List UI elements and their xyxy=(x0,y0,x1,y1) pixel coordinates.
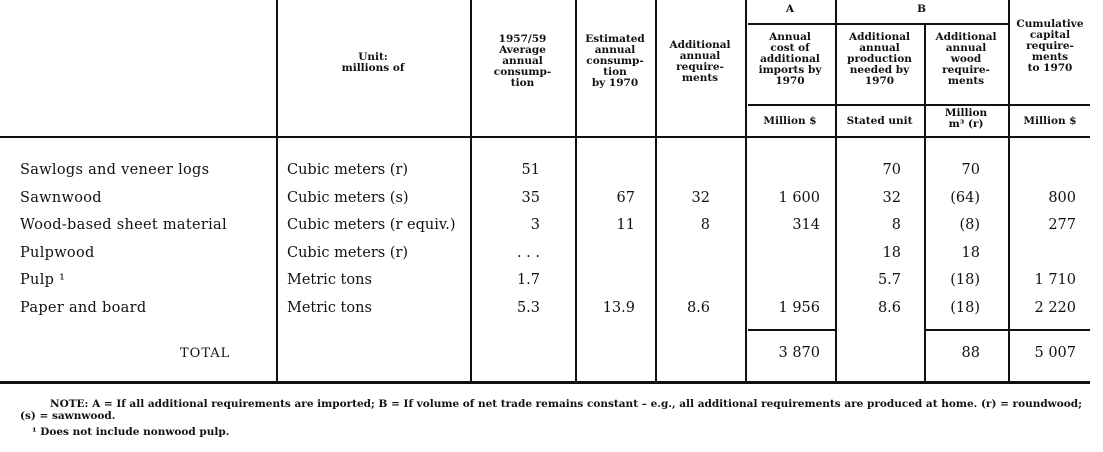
cell-c1: 1.7 xyxy=(516,272,540,288)
row-unit: Cubic meters (r) xyxy=(287,162,409,178)
row-unit: Cubic meters (s) xyxy=(287,189,409,206)
cell-c1: . . . xyxy=(516,244,540,261)
row-label: Sawlogs and veneer logs xyxy=(20,162,210,178)
header-annual-cost: Annual cost of additional imports by 1970 xyxy=(758,31,822,87)
total-label: TOTAL xyxy=(180,346,231,361)
header-group-b: B xyxy=(917,3,926,15)
note: NOTE: A = If all additional requirements… xyxy=(20,398,1082,422)
cell-c1: 35 xyxy=(521,189,540,206)
cell-cum: 1 710 xyxy=(1034,272,1076,288)
cell-cum: 2 220 xyxy=(1034,299,1076,316)
row-label: Pulpwood xyxy=(20,244,95,261)
cell-c2: 67 xyxy=(616,189,635,206)
header-cumulative: Cumulative capital require-ments to 1970 xyxy=(1016,18,1084,74)
row-unit: Cubic meters (r equiv.) xyxy=(287,217,456,233)
header-additional-production: Additional annual production needed by 1970 xyxy=(847,31,912,87)
cell-b2: (18) xyxy=(950,299,980,316)
row-unit: Metric tons xyxy=(287,272,372,288)
cell-b2: (8) xyxy=(959,217,980,233)
cell-b2: 18 xyxy=(961,244,980,261)
header-additional: Additional annual require-ments xyxy=(669,39,731,84)
cell-c1: 51 xyxy=(521,162,540,178)
header-group-a: A xyxy=(785,3,795,15)
cell-b1: 70 xyxy=(882,162,901,178)
unit-b2: Million m³ (r) xyxy=(944,107,988,130)
cell-b2: (18) xyxy=(950,272,980,288)
row-unit: Cubic meters (r) xyxy=(287,244,409,261)
header-1957-59: 1957/59 Average annual consump-tion xyxy=(493,33,552,89)
unit-b1: Stated unit xyxy=(846,115,913,127)
cell-cum: 277 xyxy=(1048,217,1076,233)
row-label: Pulp ¹ xyxy=(20,272,66,288)
header-wood-requirements: Additional annual wood require-ments xyxy=(935,31,997,87)
cell-c3: 8.6 xyxy=(686,299,710,316)
header-estimated: Estimated annual consump-tion by 1970 xyxy=(585,33,645,89)
total-a: 3 870 xyxy=(778,345,820,361)
cell-cum: 800 xyxy=(1048,189,1076,206)
footnote: ¹ Does not include nonwood pulp. xyxy=(32,426,230,438)
cell-a1: 1 600 xyxy=(778,189,820,206)
cell-c1: 5.3 xyxy=(516,299,540,316)
unit-a: Million $ xyxy=(763,115,817,127)
cell-c1: 3 xyxy=(530,217,540,233)
cell-a1: 314 xyxy=(792,217,820,233)
row-unit: Metric tons xyxy=(287,299,372,316)
cell-c3: 8 xyxy=(700,217,710,233)
cell-b1: 8 xyxy=(891,217,901,233)
cell-b1: 8.6 xyxy=(877,299,901,316)
total-cum: 5 007 xyxy=(1034,345,1076,361)
cell-b1: 32 xyxy=(882,189,901,206)
row-label: Wood-based sheet material xyxy=(20,217,227,233)
total-b2: 88 xyxy=(961,345,980,361)
cell-b1: 5.7 xyxy=(877,272,901,288)
row-label: Paper and board xyxy=(20,299,147,316)
cell-b2: (64) xyxy=(950,189,980,206)
cell-a1: 1 956 xyxy=(778,299,820,316)
header-unit: Unit: millions of xyxy=(341,51,405,74)
cell-c3: 32 xyxy=(691,189,710,206)
cell-b1: 18 xyxy=(882,244,901,261)
unit-cum: Million $ xyxy=(1023,115,1077,127)
row-label: Sawnwood xyxy=(20,189,102,206)
cell-c2: 13.9 xyxy=(602,299,635,316)
cell-c2: 11 xyxy=(616,217,635,233)
cell-b2: 70 xyxy=(961,162,980,178)
